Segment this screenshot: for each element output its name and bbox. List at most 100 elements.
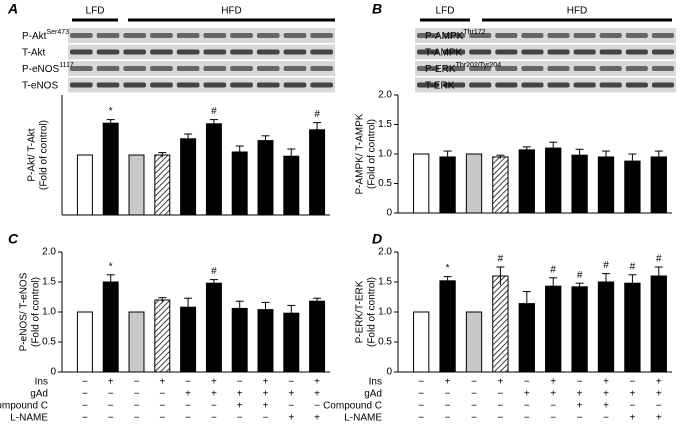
blot-band [547,49,570,55]
error-bar [209,279,218,287]
blot-band [123,49,147,55]
blot-band [310,82,333,88]
blot-name: T-eNOS [22,80,58,91]
error-bar [158,297,167,303]
treatment-name: L-NAME [10,413,48,424]
blot-band [547,33,570,38]
blot-band [96,82,120,88]
bar [128,311,145,373]
treatment-sign: − [185,401,191,412]
error-bar [575,282,584,291]
treatment-sign: − [237,377,243,388]
bar [439,280,456,373]
treatment-sign: − [237,413,243,424]
blot-sup: 1117 [59,62,74,69]
treatment-sign: − [550,413,556,424]
y-tick-label: 1.5 [378,277,392,288]
bar [439,156,456,214]
blot-strip [68,28,335,43]
error-bar [158,152,167,158]
error-bar [287,148,296,164]
group-label: LFD [436,6,455,17]
blot-band [230,33,253,38]
bar [257,140,274,216]
blot-band [625,66,648,71]
blot-band [70,33,93,38]
blot-strip [415,44,676,60]
blot-band [176,66,200,71]
blot-band [573,82,596,88]
treatment-sign: + [314,377,320,388]
bar [205,123,222,216]
y-tick-label: 1.5 [378,119,392,130]
bar [283,312,300,373]
treatment-sign: − [445,401,451,412]
treatment-sign: + [263,389,269,400]
treatment-sign: + [603,389,609,400]
bar [597,281,615,373]
y-axis-label: P-eNOS/ T-eNOS [19,272,30,351]
y-tick-label: 2.0 [378,90,392,101]
y-tick-label: 0 [386,367,392,378]
error-bar [287,304,296,321]
treatment-sign: − [134,413,140,424]
blot-band [176,49,200,55]
treatment-sign: − [497,389,503,400]
blot-band [176,33,200,38]
blot-band [521,33,544,38]
treatment-sign: − [185,413,191,424]
blot-band [417,66,440,71]
bar [518,149,535,214]
bar [413,153,430,214]
blot-band [203,82,227,88]
treatment-name: Ins [369,377,382,388]
bar [545,285,562,373]
blot-band [651,82,674,88]
blot-band [70,66,93,71]
treatment-sign: − [629,377,635,388]
error-bar [549,141,558,154]
blot-band [123,82,147,88]
blot-label: P-AktSer473 [22,29,69,42]
y-axis-label: (Fold of control) [367,119,378,189]
treatment-sign: − [82,401,88,412]
treatment-sign: + [159,377,165,388]
y-tick-label: 0 [386,208,392,219]
blot-band [256,49,280,55]
treatment-sign: + [656,413,662,424]
blot-band [573,33,596,38]
treatment-sign: − [185,377,191,388]
blot-band [70,49,93,55]
treatment-sign: − [445,389,451,400]
treatment-sign: + [263,377,269,388]
treatment-sign: − [82,389,88,400]
treatment-sign: − [159,389,165,400]
treatment-sign: − [577,377,583,388]
blot-label: P-AMPKThr172 [425,29,486,42]
error-bar [496,154,505,159]
y-axis-label: P-ERK/T-ERK [355,280,366,343]
blot-band [203,33,227,38]
error-bar [209,119,218,128]
treatment-sign: − [288,401,294,412]
bar [309,300,326,373]
blot-band [230,49,253,55]
treatment-sign: + [314,389,320,400]
significance-mark: # [211,266,217,277]
blot-band [651,49,674,55]
bar [624,160,641,214]
treatment-name: Compound C [323,401,382,412]
treatment-sign: + [288,413,294,424]
treatment-sign: + [577,401,583,412]
treatment-sign: − [159,413,165,424]
blot-label: T-Akt [22,47,46,58]
blot-name: T-AMPK [425,47,463,58]
bar [76,311,93,373]
blot-band [150,49,173,55]
bar [413,311,430,373]
bar [128,154,145,216]
treatment-sign: − [471,413,477,424]
blot-band [573,49,596,55]
blot-band [625,49,648,55]
